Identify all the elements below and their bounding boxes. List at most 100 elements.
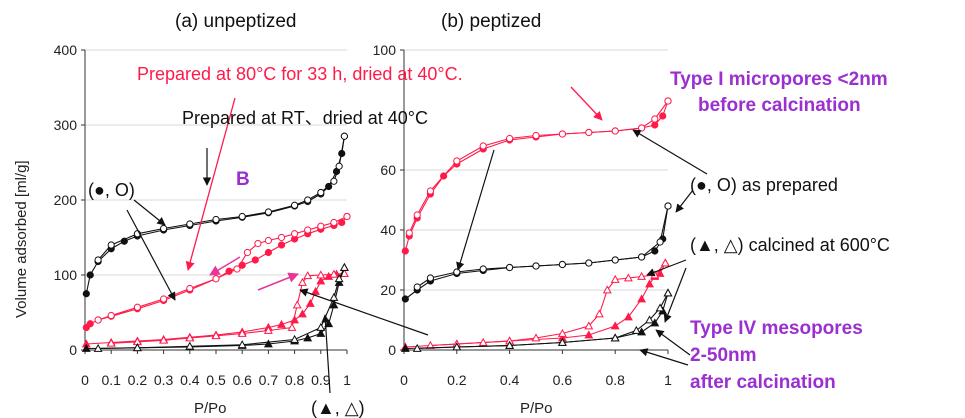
panel-a-series-4-point: [305, 298, 315, 307]
panel-b-series-7-point: [505, 340, 515, 349]
panel-a-series-1-point: [335, 162, 343, 170]
panel-b-series-3-point: [453, 268, 461, 276]
panel-b-series-7-point: [412, 343, 422, 352]
panel-a-series-2-point: [277, 241, 286, 249]
panel-b-y-tick-label: 100: [373, 42, 397, 58]
panel-a-series-1-point: [212, 215, 220, 224]
panel-a-x-tick-label: 0.7: [259, 372, 279, 388]
panel-a-series-3-point: [160, 295, 168, 303]
panel-b-series-1-point: [532, 131, 540, 140]
panel-b-y-tick-labels: 0 20 40 60 100: [373, 42, 397, 358]
panel-b-series: [400, 97, 673, 352]
panel-a-x-tick-label: 0.5: [206, 372, 226, 388]
as-prepared-arrow-2: [675, 189, 694, 213]
panel-b-series-3-point: [479, 265, 487, 273]
calcined-arrow-1: [646, 259, 687, 277]
panel-a-x-tick-label: 0.2: [128, 372, 148, 388]
panel-a-y-tick-labels: 0 100 200 300 400: [54, 42, 78, 358]
panel-b-series-1-point: [638, 124, 646, 132]
panel-b-series-0-line: [404, 100, 669, 252]
panel-a-y-tick-label: 400: [54, 42, 78, 58]
panel-a-series: [81, 132, 351, 352]
panel-b-series-1-point: [611, 127, 619, 135]
circle-legend-arrow-1: [133, 199, 166, 226]
panel-b-series-1-point: [479, 142, 487, 150]
panel-b-x-tick-label: 0.8: [605, 372, 625, 388]
panel-b-series-5-point: [637, 271, 647, 280]
panel-b-series-3-point: [558, 260, 567, 269]
panel-a-y-tick-label: 200: [54, 192, 78, 208]
panel-b-series-6-point: [400, 343, 410, 352]
panel-a-x-tick-label: 0.6: [232, 372, 252, 388]
panel-b-series-3-point: [664, 202, 672, 210]
red-label-arrow-b: [570, 86, 603, 121]
panel-a-title: (a) unpeptized: [175, 11, 296, 32]
calcined-arrow-2: [663, 267, 687, 323]
panel-a-series-6-point: [81, 343, 91, 352]
panel-b-series-0-point: [659, 112, 667, 120]
annotation-label-b: B: [236, 169, 250, 190]
panel-a-x-axis-label: P/Po: [194, 400, 227, 417]
panel-a-series-0-line: [85, 136, 345, 294]
panel-a-series-3-point: [233, 265, 241, 273]
panel-a-series-6-point: [324, 319, 334, 328]
hysteresis-adsorption-arrow: [257, 272, 299, 291]
panel-b-series-4-point: [584, 330, 594, 339]
annotation-type4-line2: 2-50nm: [690, 345, 757, 366]
panel-b-x-tick-labels: 0 0.2 0.4 0.6 0.8 1: [400, 372, 672, 388]
panel-b-series-1-point: [651, 115, 659, 123]
panel-b-series-5-point: [623, 273, 633, 282]
panel-a-series-3-point: [212, 275, 220, 283]
type4-arrow-2: [639, 348, 689, 366]
panel-a-series-3-point: [186, 284, 194, 293]
as-prepared-arrow-1: [632, 129, 708, 175]
panel-a-series-2-point: [251, 256, 259, 264]
panel-b-x-tick-label: 0.4: [500, 372, 520, 388]
panel-b-y-tick-label: 0: [388, 342, 396, 358]
red-label-arrow: [185, 97, 236, 271]
panel-b-series-5-point: [610, 274, 620, 283]
panel-b-series-7-line: [417, 292, 669, 350]
panel-b-series-0-point: [651, 121, 659, 129]
panel-b-series-1-point: [453, 157, 461, 165]
panel-a-series-7-point: [237, 340, 247, 349]
panel-a-x-tick-label: 0.9: [311, 372, 331, 388]
panel-a-series-3-point: [243, 248, 252, 257]
rt-label-arrow: [456, 149, 495, 271]
panel-b-series-3-point: [532, 262, 540, 270]
panel-a-series-7-point: [93, 343, 103, 352]
annotation-arrows: [126, 86, 708, 394]
panel-b-series-5-point: [594, 309, 604, 318]
panel-a-series-3-point: [330, 218, 338, 227]
panel-a-series-5-point: [298, 277, 307, 286]
type4-arrow-3: [655, 329, 691, 356]
panel-b-series-3-point: [426, 274, 434, 282]
panel-a-series-7-point: [316, 322, 326, 331]
panel-a-series-1-point: [107, 241, 115, 249]
panel-a-series-7-point: [334, 274, 344, 283]
panel-a-series-6-line: [86, 267, 345, 350]
panel-a-series-3-point: [107, 311, 115, 320]
annotation-prepared-80: Prepared at 80°C for 33 h, dried at 40°C…: [137, 64, 463, 84]
panel-b-series-5-point: [660, 258, 670, 267]
panel-a-series-5-point: [106, 338, 116, 347]
panel-a-series-1-point: [304, 196, 312, 204]
panel-b-title: (b) peptized: [441, 11, 541, 32]
panel-b-series-1-point: [413, 211, 421, 219]
annotation-triangle-legend-bottom: (▲, △): [311, 398, 365, 418]
panel-a-series-4-point: [277, 319, 286, 328]
panel-a-series-5-point: [237, 328, 247, 337]
panel-a-series-5-point: [263, 325, 273, 334]
panel-a-series-1-point: [330, 177, 338, 185]
panel-b-series-4-point: [623, 312, 633, 321]
panel-a-series-4-point: [316, 276, 326, 285]
panel-a-series-0-point: [82, 290, 90, 298]
panel-b-series-7-point: [663, 288, 673, 297]
panel-b-series-3-point: [638, 253, 646, 261]
panel-a-y-tick-label: 0: [69, 342, 77, 358]
panel-b-gridlines: [400, 49, 669, 354]
panel-a-series-5-point: [329, 269, 339, 278]
panel-a-series-1-point: [94, 256, 102, 264]
annotation-type4-line1: Type IV mesopores: [690, 318, 863, 339]
